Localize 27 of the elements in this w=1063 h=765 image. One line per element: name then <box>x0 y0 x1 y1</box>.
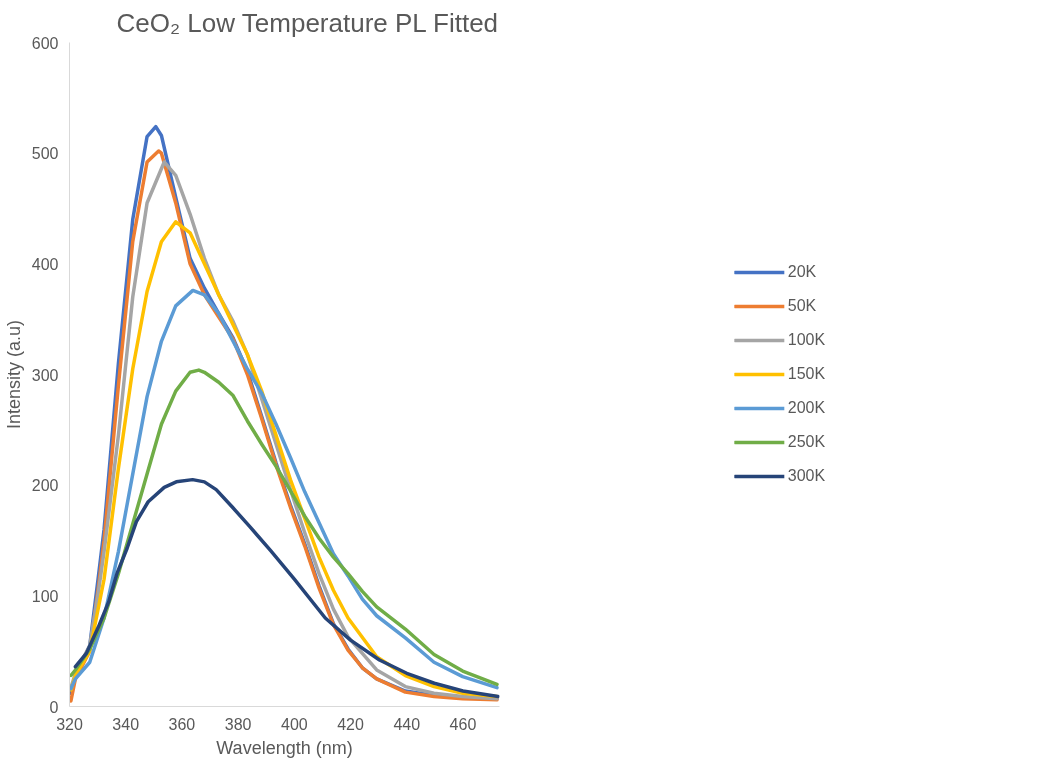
legend-label: 100K <box>787 331 826 349</box>
line-series <box>69 288 499 691</box>
x-axis-title: Wavelength (nm) <box>216 737 353 758</box>
legend-label: 250K <box>787 433 826 451</box>
legend-label: 200K <box>787 399 826 417</box>
x-tick-label: 420 <box>337 715 364 733</box>
x-tick-label: 440 <box>393 715 421 733</box>
y-axis-title: Intensity (a.u) <box>3 319 24 430</box>
x-tick-label: 320 <box>56 715 83 733</box>
x-tick-label: 460 <box>449 715 477 733</box>
chart-title: CeO₂ Low Temperature PL Fitted <box>116 7 499 38</box>
x-tick-label: 360 <box>168 715 196 733</box>
y-tick-label: 500 <box>31 145 59 163</box>
y-tick-label: 300 <box>31 366 59 384</box>
x-tick-label: 380 <box>224 715 252 733</box>
y-tick-label: 100 <box>31 587 59 605</box>
y-tick-label: 600 <box>31 34 59 52</box>
legend-label: 150K <box>787 365 826 383</box>
legend-label: 20K <box>787 263 817 281</box>
line-series <box>73 477 500 699</box>
x-tick-label: 340 <box>112 715 140 733</box>
y-tick-label: 200 <box>31 477 59 495</box>
legend-label: 50K <box>787 297 817 315</box>
y-tick-label: 400 <box>31 255 59 273</box>
x-tick-label: 400 <box>280 715 308 733</box>
legend-label: 300K <box>787 467 826 485</box>
y-tick-label: 0 <box>49 698 59 716</box>
